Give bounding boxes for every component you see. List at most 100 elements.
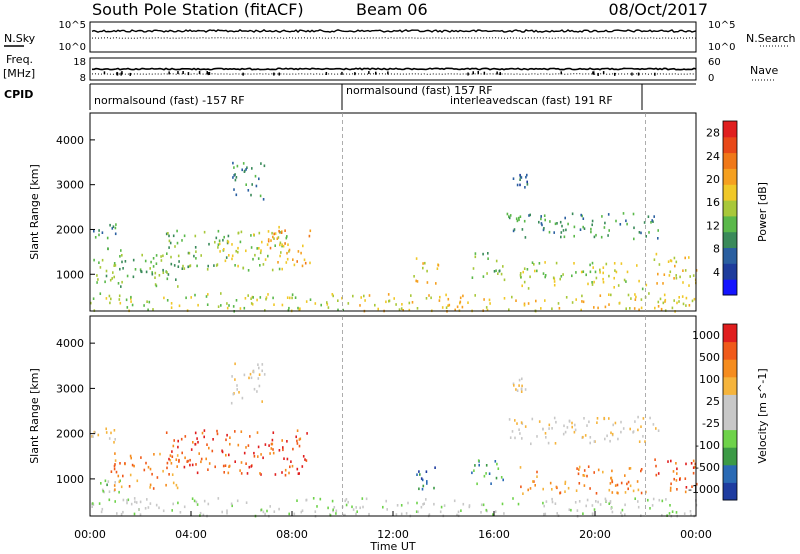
heatmap-cell bbox=[234, 430, 236, 433]
heatmap-cell bbox=[542, 427, 544, 431]
heatmap-cell bbox=[436, 267, 439, 270]
heatmap-cell bbox=[146, 498, 148, 501]
heatmap-cell bbox=[130, 502, 133, 506]
heatmap-cell bbox=[279, 243, 281, 247]
heatmap-cell bbox=[693, 297, 696, 301]
heatmap-cell bbox=[90, 301, 92, 305]
heatmap-cell bbox=[140, 456, 142, 459]
range-tick-label: 4000 bbox=[56, 134, 84, 147]
heatmap-cell bbox=[519, 183, 521, 187]
heatmap-cell bbox=[513, 384, 515, 387]
heatmap-cell bbox=[327, 306, 330, 309]
colorbar-tick-label: -500 bbox=[695, 461, 720, 474]
heatmap-cell bbox=[459, 296, 462, 300]
heatmap-cell bbox=[576, 467, 578, 470]
heatmap-cell bbox=[291, 293, 294, 296]
heatmap-cell bbox=[416, 501, 418, 505]
freq-dropout-mark bbox=[207, 72, 209, 76]
heatmap-cell bbox=[284, 242, 286, 245]
heatmap-cell bbox=[173, 439, 175, 442]
heatmap-cell bbox=[586, 424, 588, 427]
nsky-trace bbox=[91, 29, 697, 33]
heatmap-cell bbox=[480, 511, 482, 514]
heatmap-cell bbox=[544, 299, 546, 302]
heatmap-cell bbox=[620, 511, 622, 515]
heatmap-cell bbox=[459, 300, 462, 304]
heatmap-cell bbox=[114, 438, 116, 441]
heatmap-cell bbox=[97, 433, 100, 437]
heatmap-cell bbox=[547, 441, 550, 445]
heatmap-cell bbox=[670, 259, 673, 263]
heatmap-cell bbox=[595, 500, 597, 503]
heatmap-cell bbox=[178, 260, 180, 263]
heatmap-cell bbox=[626, 482, 628, 486]
heatmap-cell bbox=[487, 252, 489, 255]
heatmap-cell bbox=[246, 166, 248, 169]
heatmap-cell bbox=[263, 164, 266, 168]
heatmap-cell bbox=[270, 447, 273, 450]
heatmap-cell bbox=[445, 306, 448, 309]
freq-dropout-mark bbox=[496, 71, 498, 75]
heatmap-cell bbox=[457, 510, 460, 514]
heatmap-cell bbox=[213, 264, 215, 267]
heatmap-cell bbox=[563, 424, 565, 428]
heatmap-cell bbox=[582, 270, 585, 273]
colorbar-tick-label: 12 bbox=[706, 219, 720, 232]
heatmap-cell bbox=[344, 499, 346, 503]
heatmap-cell bbox=[262, 510, 265, 514]
heatmap-cell bbox=[363, 294, 365, 298]
heatmap-cell bbox=[320, 303, 322, 307]
heatmap-cell bbox=[231, 254, 234, 258]
heatmap-cell bbox=[640, 425, 642, 428]
heatmap-cell bbox=[178, 460, 180, 463]
heatmap-cell bbox=[520, 485, 522, 489]
freq-strip: Freq. [MHz] 18 8 60 0 Nave bbox=[3, 53, 778, 84]
freq-dropout-mark bbox=[387, 71, 389, 75]
heatmap-cell bbox=[172, 481, 175, 485]
heatmap-cell bbox=[165, 431, 168, 434]
heatmap-cell bbox=[182, 264, 184, 268]
heatmap-cell bbox=[220, 304, 222, 307]
heatmap-cell bbox=[571, 274, 573, 278]
freq-dropout-mark bbox=[637, 72, 640, 76]
freq-dropout-mark bbox=[129, 72, 131, 76]
heatmap-cell bbox=[115, 223, 117, 226]
heatmap-cell bbox=[191, 497, 194, 500]
heatmap-cell bbox=[456, 305, 459, 309]
heatmap-cell bbox=[513, 228, 516, 231]
heatmap-cell bbox=[503, 297, 506, 300]
heatmap-cell bbox=[139, 268, 142, 271]
heatmap-cell bbox=[119, 479, 121, 483]
freq-dropout-mark bbox=[168, 71, 170, 75]
heatmap-cell bbox=[454, 308, 456, 312]
heatmap-cell bbox=[593, 306, 595, 309]
colorbar-tick-label: -25 bbox=[702, 417, 720, 430]
heatmap-cell bbox=[166, 461, 169, 465]
heatmap-cell bbox=[522, 492, 524, 495]
heatmap-cell bbox=[245, 183, 247, 186]
colorbar-swatch bbox=[723, 447, 737, 466]
heatmap-cell bbox=[168, 234, 170, 238]
heatmap-cell bbox=[92, 435, 94, 438]
heatmap-cell bbox=[113, 441, 115, 444]
heatmap-cell bbox=[200, 457, 203, 461]
heatmap-cell bbox=[102, 489, 104, 493]
freq-dropout-mark bbox=[354, 72, 356, 76]
heatmap-cell bbox=[280, 231, 283, 234]
heatmap-cell bbox=[224, 259, 227, 263]
heatmap-cell bbox=[96, 281, 98, 284]
heatmap-cell bbox=[359, 304, 361, 307]
heatmap-cell bbox=[536, 269, 538, 273]
range-tick-label: 2000 bbox=[56, 223, 84, 236]
heatmap-cell bbox=[509, 436, 512, 439]
heatmap-cell bbox=[551, 427, 553, 430]
heatmap-cell bbox=[611, 432, 614, 436]
heatmap-cell bbox=[106, 483, 108, 487]
heatmap-cell bbox=[118, 490, 120, 494]
heatmap-cell bbox=[615, 270, 618, 274]
heatmap-cell bbox=[542, 228, 545, 232]
heatmap-cell bbox=[573, 225, 576, 229]
velocity-colorbar-label: Velocity [m s^-1] bbox=[756, 368, 769, 463]
nsearch-tick-top: 10^5 bbox=[708, 20, 735, 31]
freq-dropout-mark bbox=[654, 72, 656, 76]
